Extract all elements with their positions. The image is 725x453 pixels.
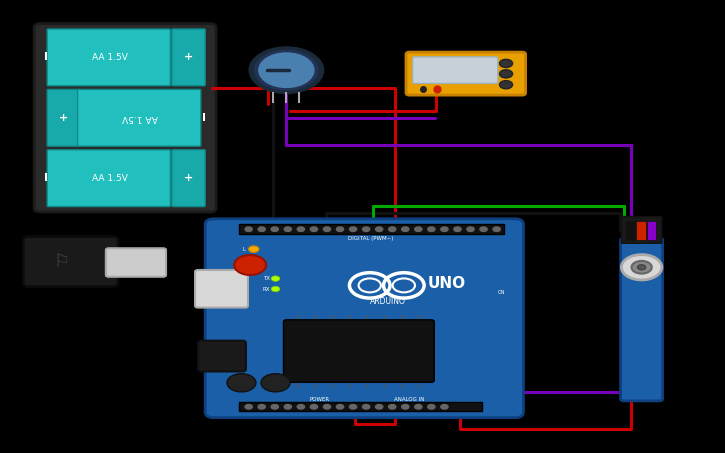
- Bar: [239, 402, 482, 411]
- Circle shape: [500, 81, 513, 89]
- Circle shape: [297, 227, 304, 231]
- FancyBboxPatch shape: [47, 150, 170, 207]
- FancyBboxPatch shape: [195, 270, 248, 308]
- Circle shape: [271, 276, 280, 281]
- Circle shape: [428, 405, 435, 409]
- Text: I: I: [44, 173, 48, 183]
- Text: POWER: POWER: [309, 397, 329, 402]
- FancyBboxPatch shape: [78, 89, 201, 146]
- Circle shape: [349, 227, 357, 231]
- Circle shape: [284, 227, 291, 231]
- FancyBboxPatch shape: [34, 24, 216, 212]
- Circle shape: [631, 261, 652, 274]
- Text: ARDUINO: ARDUINO: [370, 297, 406, 306]
- Text: +: +: [184, 53, 193, 63]
- Bar: [637, 221, 645, 240]
- Circle shape: [362, 227, 370, 231]
- Circle shape: [480, 227, 487, 231]
- Circle shape: [323, 227, 331, 231]
- Text: AA 1.5V: AA 1.5V: [92, 173, 128, 183]
- Text: UNO: UNO: [428, 275, 466, 291]
- Circle shape: [493, 227, 500, 231]
- Circle shape: [258, 405, 265, 409]
- Circle shape: [349, 405, 357, 409]
- Circle shape: [227, 374, 256, 392]
- Circle shape: [297, 405, 304, 409]
- Circle shape: [362, 405, 370, 409]
- Text: I: I: [44, 53, 48, 63]
- Circle shape: [500, 70, 513, 78]
- Text: +: +: [184, 173, 193, 183]
- Circle shape: [621, 255, 662, 280]
- Text: TX: TX: [262, 276, 270, 281]
- Circle shape: [254, 50, 318, 90]
- Text: ANALOG IN: ANALOG IN: [394, 397, 425, 402]
- Circle shape: [323, 405, 331, 409]
- Bar: [239, 224, 504, 234]
- Circle shape: [249, 47, 323, 93]
- Circle shape: [415, 227, 422, 231]
- Circle shape: [261, 374, 290, 392]
- Circle shape: [389, 405, 396, 409]
- FancyBboxPatch shape: [621, 217, 662, 243]
- FancyBboxPatch shape: [47, 89, 80, 146]
- Circle shape: [249, 246, 259, 252]
- Bar: [626, 221, 635, 240]
- Text: ON: ON: [498, 289, 505, 295]
- Circle shape: [376, 405, 383, 409]
- Text: ⚐: ⚐: [54, 253, 70, 270]
- Text: +: +: [59, 113, 68, 123]
- Circle shape: [402, 227, 409, 231]
- FancyBboxPatch shape: [172, 150, 205, 207]
- FancyBboxPatch shape: [413, 57, 498, 83]
- Circle shape: [258, 227, 265, 231]
- FancyBboxPatch shape: [198, 341, 246, 371]
- FancyBboxPatch shape: [23, 236, 118, 287]
- FancyBboxPatch shape: [205, 219, 523, 418]
- Circle shape: [245, 227, 252, 231]
- Text: DIGITAL (PWM~): DIGITAL (PWM~): [348, 236, 393, 241]
- Circle shape: [402, 405, 409, 409]
- Bar: [647, 221, 656, 240]
- FancyBboxPatch shape: [47, 29, 170, 86]
- Circle shape: [259, 53, 314, 87]
- Circle shape: [441, 405, 448, 409]
- Text: AA 1.5V: AA 1.5V: [92, 53, 128, 62]
- Circle shape: [310, 227, 318, 231]
- Circle shape: [441, 227, 448, 231]
- Circle shape: [234, 255, 266, 275]
- Circle shape: [271, 405, 278, 409]
- Circle shape: [454, 227, 461, 231]
- FancyBboxPatch shape: [106, 248, 166, 277]
- Text: L: L: [243, 246, 246, 252]
- Circle shape: [336, 227, 344, 231]
- Circle shape: [389, 227, 396, 231]
- Circle shape: [310, 405, 318, 409]
- Circle shape: [336, 405, 344, 409]
- Circle shape: [637, 265, 646, 270]
- Circle shape: [376, 227, 383, 231]
- Circle shape: [284, 405, 291, 409]
- Circle shape: [415, 405, 422, 409]
- FancyBboxPatch shape: [406, 52, 526, 95]
- Circle shape: [245, 405, 252, 409]
- Circle shape: [500, 59, 513, 67]
- FancyBboxPatch shape: [283, 320, 434, 382]
- Text: I: I: [202, 113, 206, 123]
- Circle shape: [467, 227, 474, 231]
- Text: AA 1.5V: AA 1.5V: [123, 113, 158, 122]
- Circle shape: [428, 227, 435, 231]
- Circle shape: [271, 286, 280, 292]
- FancyBboxPatch shape: [172, 29, 205, 86]
- Circle shape: [271, 227, 278, 231]
- FancyBboxPatch shape: [621, 238, 663, 401]
- Text: RX: RX: [262, 286, 270, 292]
